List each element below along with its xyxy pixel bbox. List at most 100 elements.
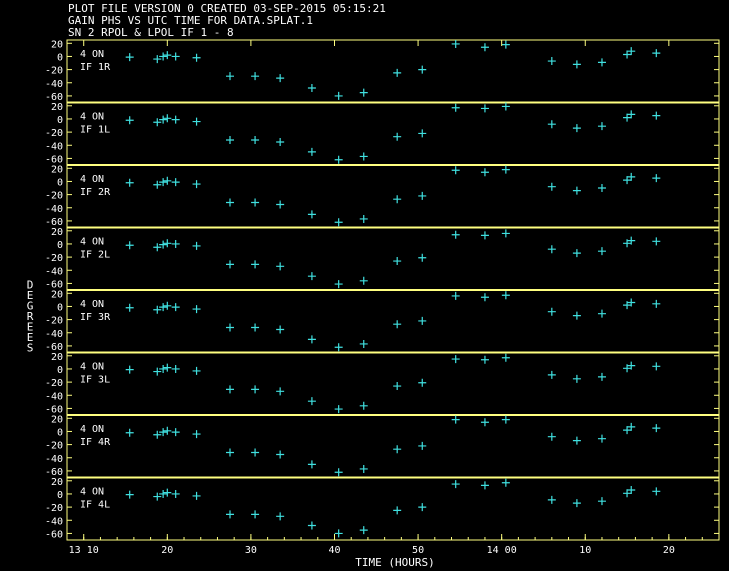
data-point <box>652 111 661 120</box>
data-point <box>251 136 260 144</box>
y-tick-label: -40 <box>45 391 63 402</box>
data-point <box>547 307 556 316</box>
data-point <box>547 245 556 254</box>
y-tick-label: 20 <box>51 227 63 238</box>
y-axis-label-letter: D <box>27 279 34 292</box>
data-point <box>359 401 368 410</box>
data-point <box>226 136 234 144</box>
data-point <box>418 191 427 200</box>
data-point <box>627 236 636 245</box>
y-axis-label-letter: S <box>27 342 34 355</box>
data-point <box>597 58 606 67</box>
data-point <box>572 124 581 133</box>
y-tick-label: -40 <box>45 329 63 340</box>
data-point <box>627 47 636 56</box>
panel-if-label: IF 2R <box>80 187 111 198</box>
y-tick-label: -60 <box>45 467 63 478</box>
data-point <box>334 218 343 227</box>
panel-4: 20 0 -20 -40 -60 4 ON IF 2L <box>45 226 719 290</box>
y-tick-label: 20 <box>51 39 63 50</box>
y-tick-label: -20 <box>45 66 63 77</box>
y-tick-label: 0 <box>57 490 63 501</box>
data-point <box>597 122 606 131</box>
y-tick-label: 0 <box>57 427 63 438</box>
panel-if-label: IF 4L <box>80 500 110 511</box>
data-point <box>597 309 606 318</box>
data-point <box>480 293 489 302</box>
data-point <box>623 113 632 122</box>
data-point <box>153 430 162 439</box>
data-point <box>627 298 636 307</box>
y-tick-label: -60 <box>45 92 63 103</box>
panel-on-label: 4 ON <box>80 237 104 248</box>
data-point <box>451 39 460 48</box>
data-point <box>572 311 581 320</box>
y-tick-label: -20 <box>45 128 63 139</box>
data-point <box>451 291 460 300</box>
x-tick-label: 50 <box>412 545 424 556</box>
data-point <box>359 339 368 348</box>
data-point <box>597 372 606 381</box>
data-point <box>451 230 460 239</box>
data-point <box>418 503 427 512</box>
y-tick-label: -60 <box>45 154 63 165</box>
data-point <box>163 488 172 497</box>
data-point <box>334 405 343 414</box>
y-tick-label: -20 <box>45 503 63 514</box>
data-point <box>159 115 168 124</box>
y-tick-label: 0 <box>57 177 63 188</box>
y-tick-label: -20 <box>45 316 63 327</box>
header-line-2: GAIN PHS VS UTC TIME FOR DATA.SPLAT.1 <box>68 14 313 27</box>
data-point <box>226 72 234 81</box>
data-point <box>623 50 632 59</box>
data-point <box>163 176 172 185</box>
data-point <box>418 129 427 138</box>
data-point <box>125 53 134 62</box>
data-point <box>359 276 368 285</box>
data-point <box>192 53 201 62</box>
data-point <box>307 460 316 469</box>
data-point <box>226 510 234 519</box>
data-point <box>597 497 606 506</box>
x-tick-label: 40 <box>328 545 340 556</box>
data-point <box>480 355 489 364</box>
data-point <box>192 241 201 250</box>
data-point <box>418 441 427 450</box>
data-point <box>226 323 234 332</box>
data-point <box>393 195 402 204</box>
panels-group: 20 0 -20 -40 -60 4 ON IF 1R 20 0 -20 -40 -60 4 ON IF … <box>45 39 719 540</box>
data-point <box>627 361 636 370</box>
data-point <box>652 299 661 308</box>
y-tick-label: 0 <box>57 302 63 313</box>
data-point <box>163 239 172 248</box>
data-point <box>276 137 285 146</box>
data-point <box>226 198 234 207</box>
x-axis: 13 10 20 30 40 50 14 00 10 20 <box>69 40 703 556</box>
data-point <box>393 257 402 266</box>
y-tick-label: 20 <box>51 352 63 363</box>
data-point <box>572 499 581 508</box>
panel-on-label: 4 ON <box>80 174 104 185</box>
data-point <box>652 174 661 183</box>
panel-if-label: IF 1R <box>80 62 111 73</box>
data-point <box>359 152 368 161</box>
panel-on-label: 4 ON <box>80 487 104 498</box>
data-point <box>307 84 316 93</box>
data-point <box>153 243 162 252</box>
data-point <box>171 489 180 498</box>
panel-if-label: IF 1L <box>80 125 110 136</box>
data-point <box>125 116 134 125</box>
panel-on-label: 4 ON <box>80 424 104 435</box>
data-point <box>334 468 343 477</box>
data-point <box>125 365 134 374</box>
y-axis-label-letter: E <box>27 289 34 302</box>
data-point <box>418 65 427 74</box>
data-point <box>276 512 285 521</box>
data-point <box>572 60 581 69</box>
y-tick-label: -20 <box>45 191 63 202</box>
data-point <box>307 210 316 219</box>
data-point <box>171 303 180 312</box>
data-point <box>153 305 162 314</box>
panel-7: 20 0 -20 -40 -60 4 ON IF 4R <box>45 414 719 478</box>
data-point <box>125 178 134 187</box>
